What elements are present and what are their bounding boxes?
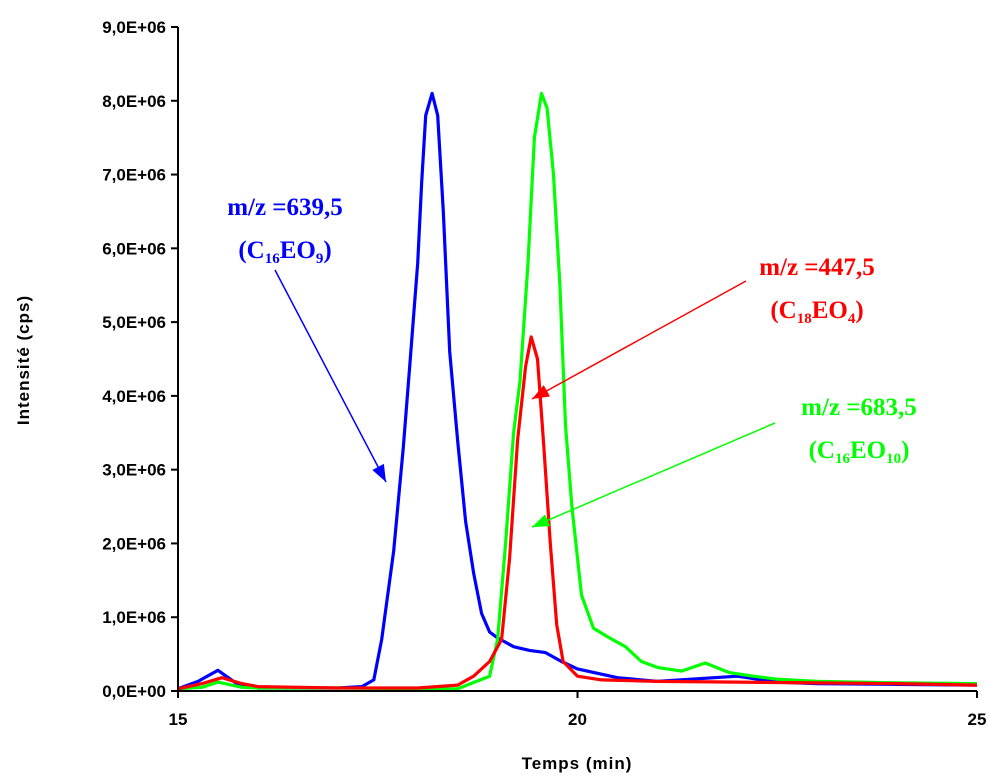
y-tick-label: 3,0E+06 xyxy=(102,461,166,480)
axes-layer: 0,0E+00 1,0E+06 2,0E+06 3,0E+06 4,0E+06 5,0E+… xyxy=(102,18,986,729)
red-series-line xyxy=(177,335,978,691)
x-tick-label: 20 xyxy=(568,710,587,729)
annotation-mz-label: m/z =639,5 xyxy=(227,194,343,221)
annotation-layer: m/z =639,5(C16EO9)m/z =447,5(C18EO4)m/z … xyxy=(227,194,917,528)
annotation-arrowhead xyxy=(532,514,551,527)
y-tick-label: 4,0E+06 xyxy=(102,387,166,406)
y-tick-label: 1,0E+06 xyxy=(102,608,166,627)
annotation-arrowhead xyxy=(372,463,386,482)
y-axis-title: Intensité (cps) xyxy=(14,295,33,425)
x-axis-title: Temps (min) xyxy=(522,754,633,773)
y-tick-label: 9,0E+06 xyxy=(102,18,166,37)
annotation-arrowhead xyxy=(532,385,551,399)
annotation-green: m/z =683,5 (C16EO10) xyxy=(531,394,917,528)
y-tick-label: 2,0E+06 xyxy=(102,534,166,553)
y-tick-label: 6,0E+06 xyxy=(102,239,166,258)
x-tick-label: 15 xyxy=(169,710,188,729)
annotation-formula-label: (C16EO10) xyxy=(809,437,910,467)
y-tick-label: 0,0E+00 xyxy=(102,682,166,701)
annotation-mz-label: m/z =447,5 xyxy=(759,254,875,281)
annotation-arrow-line xyxy=(531,280,747,400)
annotation-formula-label: (C18EO4) xyxy=(770,297,863,327)
annotation-formula-label: (C16EO9) xyxy=(238,237,331,267)
x-tick-label: 25 xyxy=(968,710,987,729)
y-tick-label: 7,0E+06 xyxy=(102,166,166,185)
series-layer xyxy=(177,91,978,691)
blue-series-line xyxy=(177,91,978,691)
green-series-line xyxy=(177,91,978,691)
annotation-arrow-line xyxy=(274,269,387,483)
annotation-red: m/z =447,5 (C18EO4) xyxy=(531,254,875,400)
annotation-arrow-line xyxy=(531,422,776,528)
annotation-mz-label: m/z =683,5 xyxy=(801,394,917,421)
y-tick-label: 8,0E+06 xyxy=(102,92,166,111)
y-tick-label: 5,0E+06 xyxy=(102,313,166,332)
annotation-blue: m/z =639,5 (C16EO9) xyxy=(227,194,387,483)
